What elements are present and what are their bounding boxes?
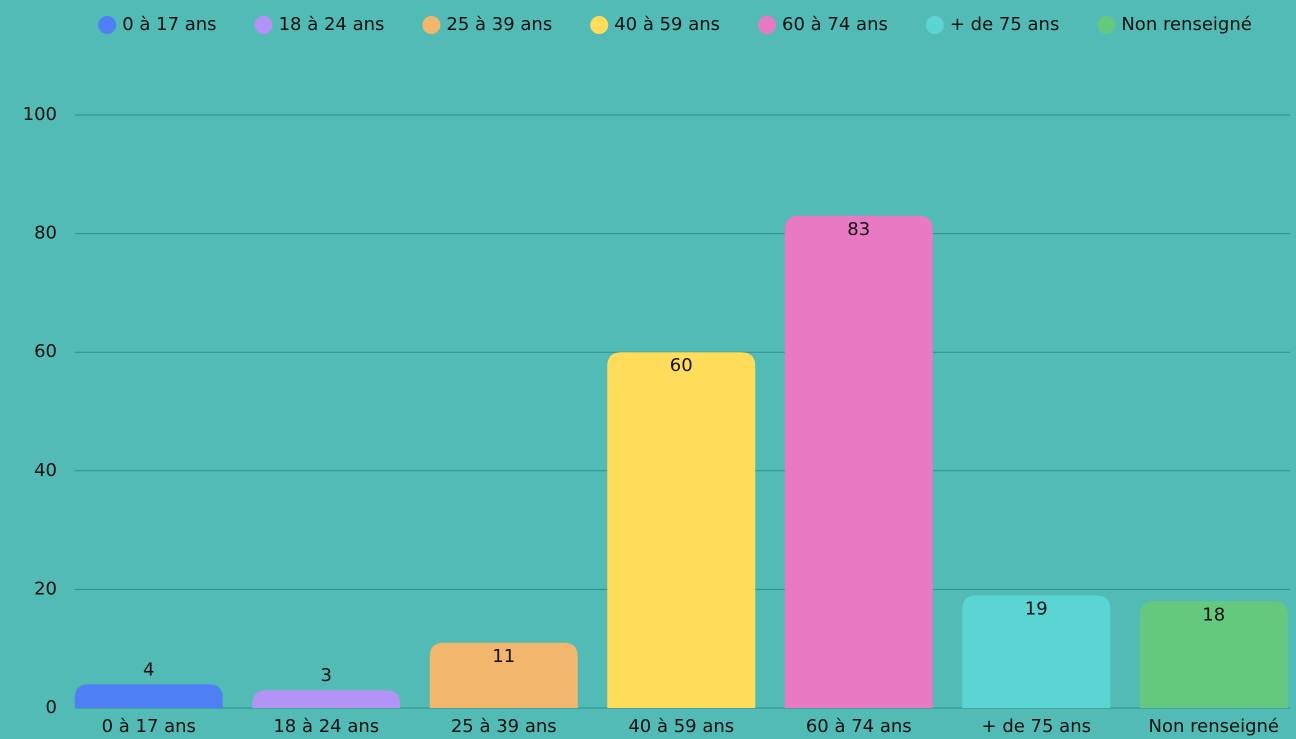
legend-marker: [98, 16, 117, 34]
legend-label: 25 à 39 ans: [446, 14, 552, 35]
legend-marker: [422, 16, 441, 34]
legend-label: 0 à 17 ans: [122, 14, 216, 35]
x-tick-label: 60 à 74 ans: [806, 716, 912, 737]
value-label: 60: [670, 355, 693, 376]
legend-marker: [925, 16, 944, 34]
bar: [962, 595, 1111, 708]
bar: [1139, 601, 1288, 708]
bar: [252, 690, 401, 708]
legend-marker: [590, 16, 609, 34]
value-label: 83: [847, 219, 870, 240]
y-tick-label: 60: [34, 341, 57, 362]
value-label: 3: [321, 665, 332, 686]
y-tick-label: 80: [34, 223, 57, 244]
legend-label: 18 à 24 ans: [279, 14, 385, 35]
x-tick-label: 25 à 39 ans: [451, 716, 557, 737]
value-label: 11: [492, 646, 515, 667]
bar: [784, 215, 933, 708]
bar: [429, 642, 578, 708]
y-tick-label: 100: [23, 104, 57, 125]
legend-marker: [758, 16, 777, 34]
legend-label: 40 à 59 ans: [614, 14, 720, 35]
value-label: 4: [143, 659, 154, 680]
x-tick-label: 40 à 59 ans: [628, 716, 734, 737]
bar: [607, 352, 756, 708]
legend-label: 60 à 74 ans: [782, 14, 888, 35]
legend-label: Non renseigné: [1121, 14, 1251, 35]
x-tick-label: 18 à 24 ans: [273, 716, 379, 737]
value-label: 19: [1025, 598, 1048, 619]
legend-label: + de 75 ans: [950, 14, 1059, 35]
y-tick-label: 0: [46, 697, 57, 718]
value-label: 18: [1202, 604, 1225, 625]
x-tick-label: Non renseigné: [1149, 716, 1279, 737]
legend-marker: [254, 16, 273, 34]
bar: [74, 684, 223, 708]
legend-marker: [1097, 16, 1116, 34]
y-tick-label: 40: [34, 460, 57, 481]
x-tick-label: + de 75 ans: [982, 716, 1091, 737]
y-tick-label: 20: [34, 578, 57, 599]
x-tick-label: 0 à 17 ans: [102, 716, 196, 737]
